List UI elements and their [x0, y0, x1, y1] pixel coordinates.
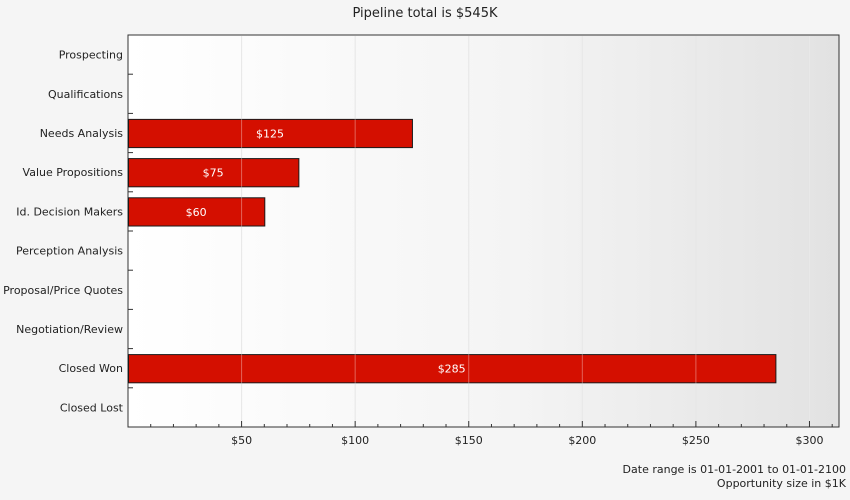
category-label: Value Propositions: [23, 166, 124, 179]
category-label: Id. Decision Makers: [16, 205, 123, 218]
bar-value-label: $285: [438, 363, 466, 376]
x-tick-label: $200: [568, 434, 596, 447]
bar-value-label: $60: [186, 206, 207, 219]
bar-value-label: $75: [203, 167, 224, 180]
x-tick-label: $300: [795, 434, 823, 447]
x-tick-label: $150: [455, 434, 483, 447]
bar: [128, 158, 300, 188]
x-tick-label: $250: [682, 434, 710, 447]
category-label: Negotiation/Review: [16, 323, 123, 336]
category-label: Closed Won: [59, 362, 123, 375]
date-range-note: Date range is 01-01-2001 to 01-01-2100: [622, 463, 846, 476]
category-label: Proposal/Price Quotes: [3, 284, 123, 297]
category-label: Perception Analysis: [16, 245, 123, 258]
chart-title: Pipeline total is $545K: [352, 6, 498, 21]
bar-value-label: $125: [256, 128, 284, 141]
bar: [128, 197, 266, 227]
x-tick-label: $100: [341, 434, 369, 447]
bar: [128, 118, 413, 149]
category-label: Needs Analysis: [40, 127, 124, 140]
bar: [128, 354, 777, 384]
x-tick-label: $50: [231, 434, 252, 447]
category-label: Closed Lost: [60, 401, 124, 414]
units-note: Opportunity size in $1K: [716, 477, 846, 490]
category-label: Prospecting: [59, 49, 123, 62]
category-label: Qualifications: [48, 88, 123, 101]
